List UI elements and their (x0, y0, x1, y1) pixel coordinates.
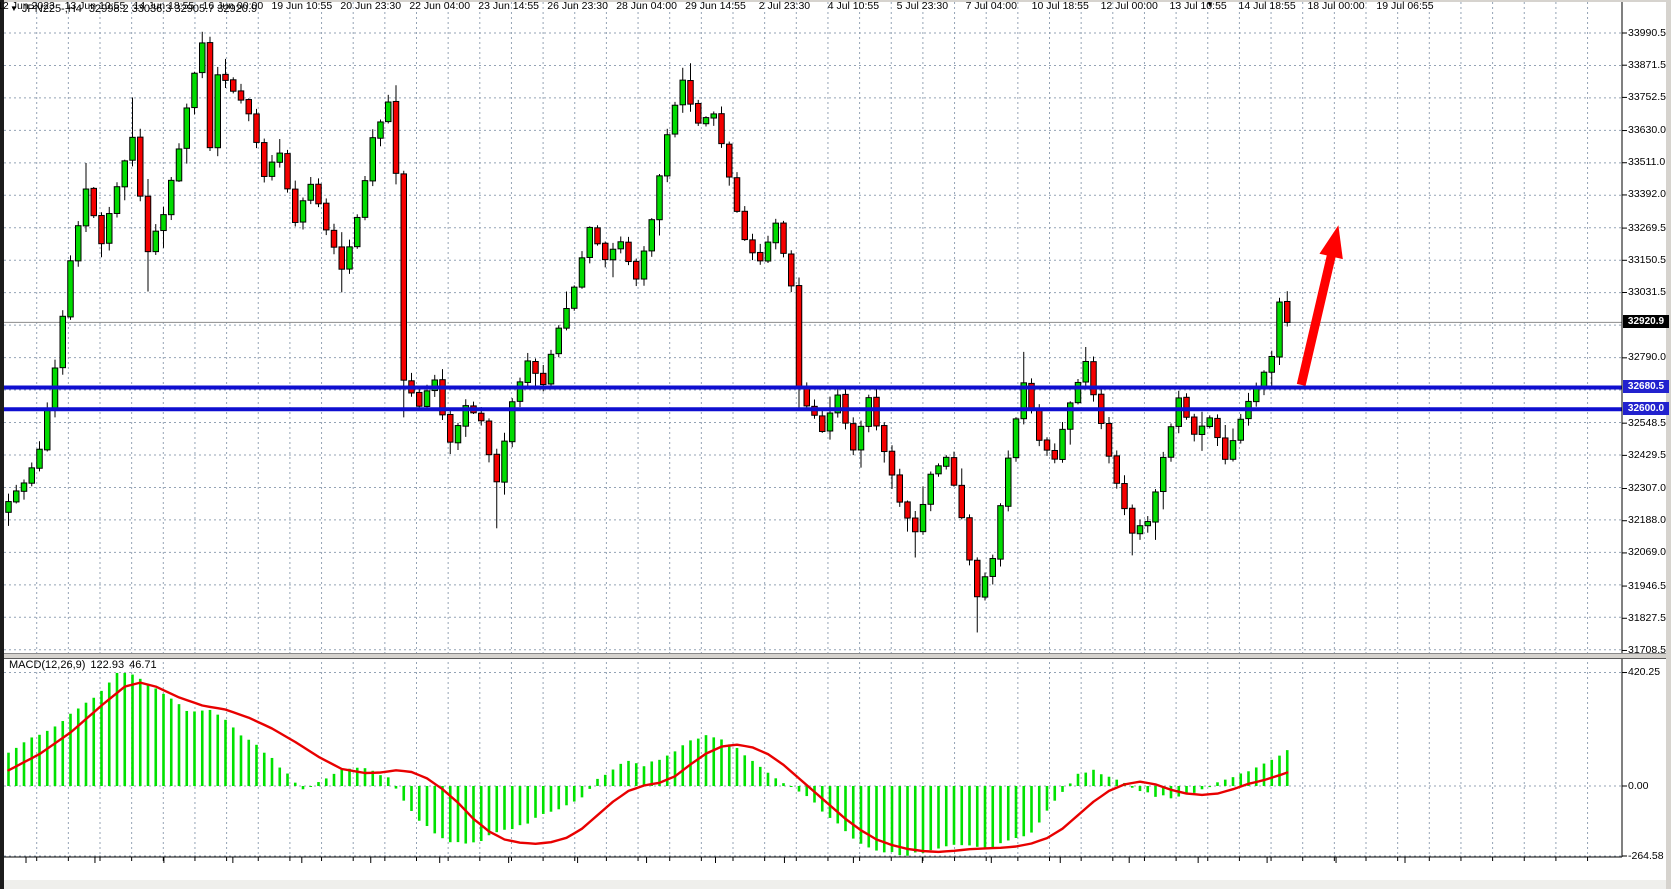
window-edge-top (0, 0, 1671, 2)
time-tick-label: 16 Jun 00:00 (202, 0, 264, 12)
symbol-timeframe-label: JPN225-,H4 (21, 3, 82, 15)
time-tick-label: 20 Jun 23:30 (340, 0, 402, 12)
price-tick-label: 33392.0 (1628, 188, 1666, 201)
horizontal-lines[interactable] (4, 385, 1622, 412)
current-price-badge: 32920.9 (1623, 315, 1669, 329)
time-tick-label: 13 Jul 10:55 (1169, 0, 1227, 12)
window-edge-bottom (4, 880, 1666, 889)
price-tick-label: 33150.5 (1628, 253, 1666, 266)
hline-price-badge-upper: 32680.5 (1623, 380, 1669, 394)
macd-histogram (7, 672, 1289, 856)
time-tick-label: 2 Jul 23:30 (758, 0, 811, 12)
price-tick-label: 31827.5 (1628, 611, 1666, 624)
dropdown-icon: ▼ (10, 4, 18, 13)
time-tick-label: 28 Jun 04:00 (616, 0, 677, 12)
window-edge-left (0, 0, 4, 889)
time-tick-label: 12 Jul 00:00 (1100, 0, 1158, 12)
hline-price-badge-lower: 32600.0 (1623, 402, 1669, 416)
price-tick-label: 31708.5 (1628, 643, 1666, 656)
time-tick-label: 19 Jul 06:55 (1376, 0, 1434, 12)
price-tick-label: 32188.0 (1628, 514, 1666, 527)
macd-main-value: 122.93 (90, 659, 125, 671)
time-tick-label: 13 Jun 10:55 (64, 0, 126, 12)
macd-indicator-name: MACD(12,26,9) (9, 659, 86, 671)
price-tick-label: 32069.0 (1628, 546, 1666, 559)
price-tick-label: 33031.5 (1628, 285, 1666, 298)
macd-tick-label: 0.00 (1628, 779, 1649, 792)
price-tick-label: 32307.0 (1628, 482, 1666, 495)
window-edge-right (1666, 0, 1671, 889)
macd-signal-line (7, 681, 1289, 854)
time-tick-label: 14 Jun 18:55 (133, 0, 195, 12)
macd-indicator-label-row: MACD(12,26,9) 122.93 46.71 (9, 659, 162, 671)
time-tick-label: 29 Jun 14:55 (685, 0, 746, 12)
time-tick-label: 19 Jun 10:55 (271, 0, 333, 12)
grid (4, 2, 1622, 857)
time-tick-label: 12 Jun 2023 (0, 0, 55, 12)
trend-arrow-annotation[interactable] (1296, 225, 1343, 386)
axis-ticks (25, 32, 1627, 863)
time-tick-label: 5 Jul 23:30 (896, 0, 949, 12)
macd-tick-label: 420.25 (1628, 666, 1661, 679)
price-tick-label: 33752.5 (1628, 90, 1666, 103)
time-tick-label: 26 Jun 23:30 (547, 0, 608, 12)
price-tick-label: 32790.0 (1628, 351, 1666, 364)
panel-divider[interactable] (4, 653, 1666, 659)
candles-layer[interactable] (5, 31, 1291, 633)
price-tick-label: 33990.5 (1628, 26, 1666, 39)
macd-tick-label: -264.58 (1628, 849, 1664, 862)
price-tick-label: 33630.0 (1628, 124, 1666, 137)
time-tick-label: 14 Jul 18:55 (1238, 0, 1296, 12)
price-tick-label: 33269.5 (1628, 221, 1666, 234)
macd-signal-value: 46.71 (129, 659, 157, 671)
price-tick-label: 32548.5 (1628, 416, 1666, 429)
time-tick-label: 22 Jun 04:00 (409, 0, 471, 12)
time-tick-label: 7 Jul 04:00 (965, 0, 1017, 12)
time-tick-label: 23 Jun 14:55 (478, 0, 539, 12)
price-tick-label: 32429.5 (1628, 448, 1666, 461)
price-tick-label: 31946.5 (1628, 579, 1666, 592)
chart-shift-marker-icon: ▼ (1206, 0, 1214, 9)
time-tick-label: 18 Jul 00:00 (1307, 0, 1365, 12)
price-tick-label: 33871.5 (1628, 58, 1666, 71)
price-tick-label: 33511.0 (1628, 156, 1666, 169)
time-tick-label: 10 Jul 18:55 (1031, 0, 1089, 12)
ohlc-readout: 32998.2 33036.3 32905.7 32920.9 (88, 3, 258, 15)
chart-title-row: ▼ JPN225-,H4 32998.2 33036.3 32905.7 32920… (10, 3, 257, 15)
time-tick-label: 4 Jul 10:55 (827, 0, 880, 12)
